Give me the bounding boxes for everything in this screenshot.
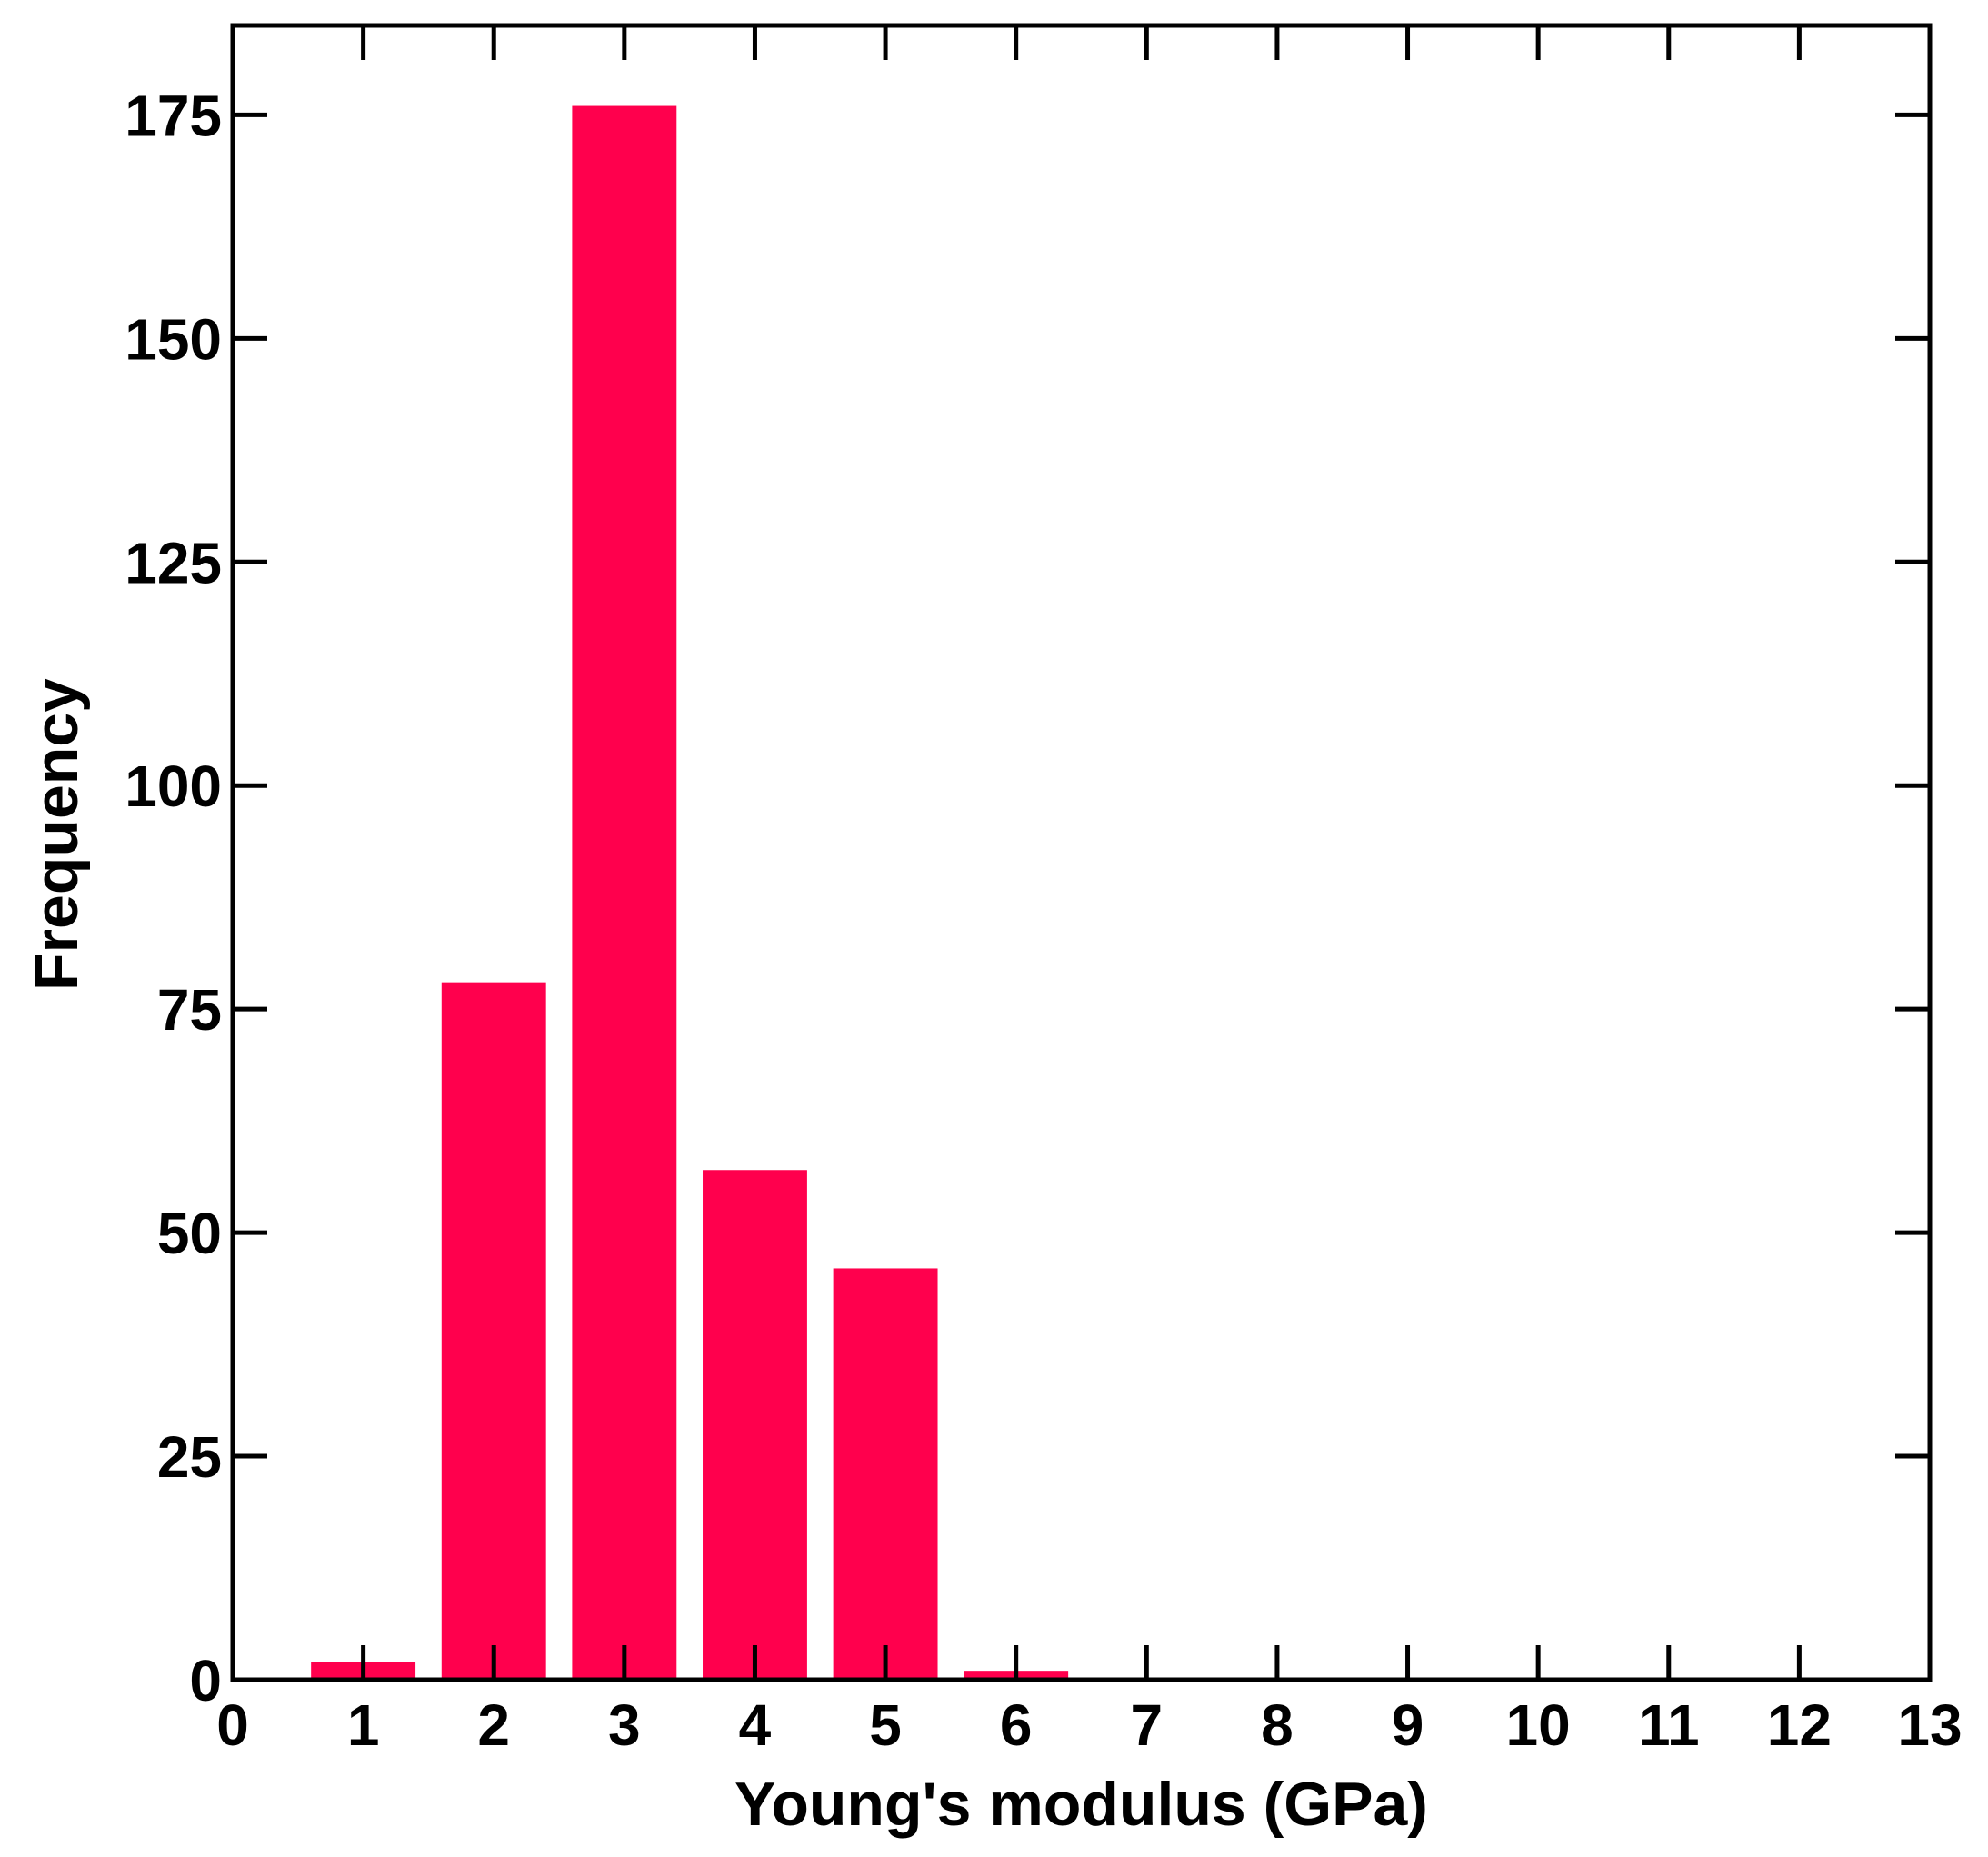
y-tick-label: 0	[189, 1648, 222, 1713]
y-tick-label: 175	[125, 83, 222, 148]
bars-group	[311, 105, 1069, 1681]
plot-frame	[230, 23, 1933, 1682]
x-tick-label: 8	[1261, 1692, 1294, 1758]
x-tick-label: 1	[347, 1692, 380, 1758]
x-tick-label: 4	[739, 1692, 772, 1758]
bar-3	[572, 105, 677, 1681]
x-tick-label: 6	[1000, 1692, 1033, 1758]
y-axis-title: Frequency	[22, 678, 91, 991]
x-tick-labels: 0 1 2 3 4 5 6 7 8 9 10 11 12 13	[216, 1692, 1962, 1758]
x-tick-label: 5	[869, 1692, 902, 1758]
x-tick-label: 12	[1767, 1692, 1832, 1758]
x-tick-label: 7	[1131, 1692, 1164, 1758]
y-tick-label: 25	[157, 1424, 222, 1490]
y-tick-label: 50	[157, 1201, 222, 1266]
x-tick-label: 11	[1638, 1692, 1700, 1758]
bar-4	[703, 1170, 807, 1680]
bar-2	[441, 982, 546, 1680]
y-tick-label: 125	[125, 530, 222, 595]
x-tick-label: 0	[216, 1692, 249, 1758]
x-tick-label: 3	[608, 1692, 641, 1758]
x-tick-label: 9	[1392, 1692, 1424, 1758]
bar-5	[833, 1268, 938, 1680]
y-tick-label: 150	[125, 306, 222, 372]
y-tick-label: 75	[157, 977, 222, 1043]
ticks-group	[230, 25, 1933, 1682]
y-tick-label: 100	[125, 754, 222, 819]
y-tick-labels: 0 25 50 75 100 125 150 175	[125, 83, 222, 1713]
x-tick-label: 2	[477, 1692, 510, 1758]
x-tick-label: 13	[1897, 1692, 1962, 1758]
x-tick-label: 10	[1506, 1692, 1571, 1758]
x-axis-title: Young's modulus (GPa)	[734, 1770, 1428, 1839]
